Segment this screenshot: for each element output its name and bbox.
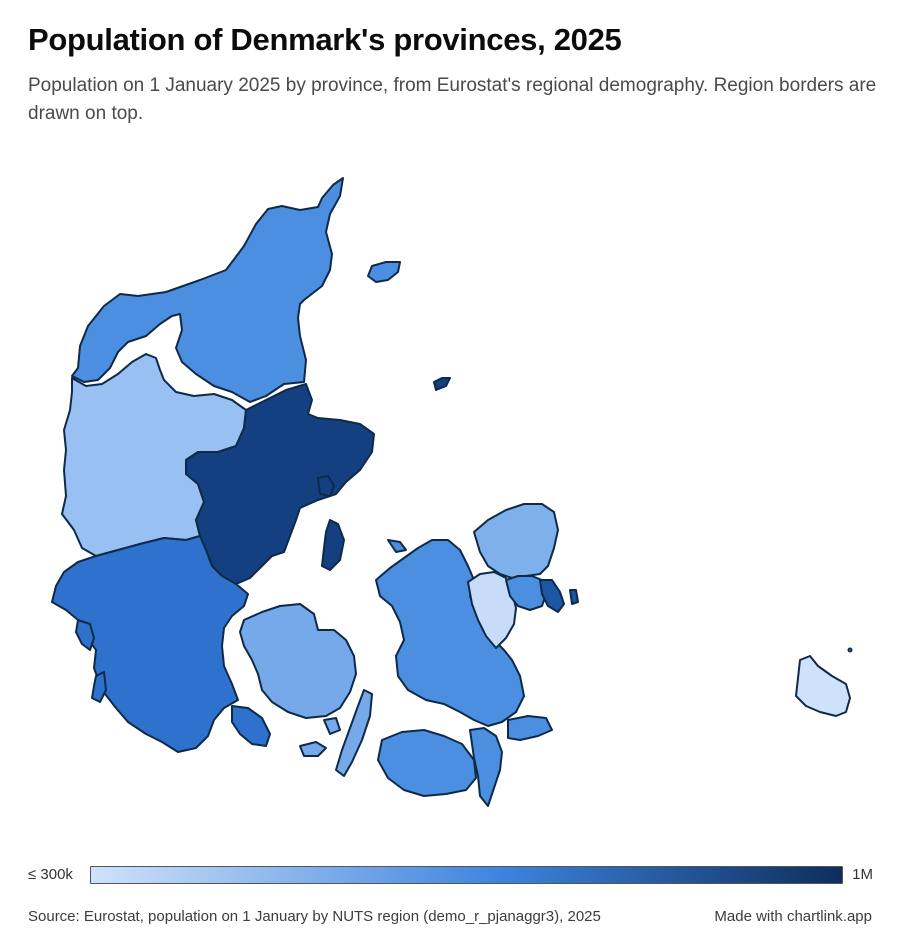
region-roemoe[interactable] <box>91 671 107 703</box>
region-fyn[interactable] <box>239 603 357 719</box>
region-moen[interactable] <box>507 715 553 741</box>
region-helgenaes[interactable] <box>317 475 335 497</box>
region-laesoe[interactable] <box>367 261 401 283</box>
region-lolland[interactable] <box>377 729 477 797</box>
color-legend: ≤ 300k 1M <box>28 864 873 886</box>
region-saltholm[interactable] <box>569 589 579 605</box>
region-sejeroe[interactable] <box>387 539 407 553</box>
region-bornholm[interactable] <box>795 655 851 717</box>
region-vest-og-sydsjaelland[interactable] <box>375 539 525 727</box>
legend-max-label: 1M <box>852 866 873 883</box>
region-anholt[interactable] <box>433 377 451 391</box>
region-nordjylland[interactable] <box>71 177 344 403</box>
region-fanoe[interactable] <box>75 619 95 651</box>
region-oestsjaelland[interactable] <box>467 571 517 649</box>
credit-link[interactable]: Made with chartlink.app <box>714 908 872 925</box>
region-aeroe[interactable] <box>299 741 327 757</box>
chart-subtitle: Population on 1 January 2025 by province… <box>28 75 877 124</box>
region-falster[interactable] <box>469 727 503 807</box>
chart-title: Population of Denmark's provinces, 2025 <box>28 22 622 57</box>
legend-gradient-bar <box>90 866 843 884</box>
region-ertholmene[interactable] <box>847 647 853 653</box>
region-nordsjaelland[interactable] <box>473 503 559 579</box>
region-taasinge[interactable] <box>323 717 341 735</box>
region-oestjylland[interactable] <box>185 383 375 585</box>
source-note: Source: Eurostat, population on 1 Januar… <box>28 908 601 925</box>
region-langeland[interactable] <box>335 689 373 777</box>
region-als[interactable] <box>231 705 271 747</box>
legend-min-label: ≤ 300k <box>28 866 73 883</box>
region-byen-koebenhavn[interactable] <box>539 579 565 613</box>
region-samsoe[interactable] <box>321 519 345 571</box>
